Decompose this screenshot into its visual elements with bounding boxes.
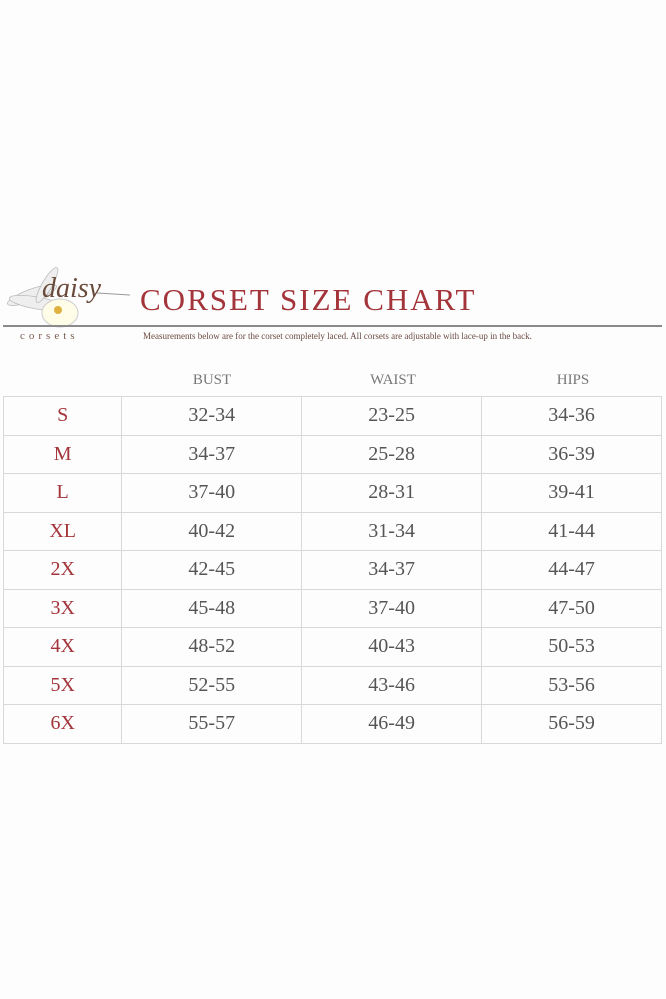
daisy-flower-logo-icon: daisy [7,267,131,328]
bust-cell: 37-40 [121,473,303,513]
size-cell: XL [2,511,123,551]
size-cell: 4X [2,627,123,667]
column-header-waist: WAIST [370,372,416,388]
waist-cell: 23-25 [301,396,483,436]
hips-cell: 53-56 [481,665,662,705]
size-cell: 3X [2,588,123,628]
hips-cell: 47-50 [481,588,662,628]
hips-cell: 36-39 [481,434,662,474]
size-table: S 32-34 23-25 34-36 M 34-37 25-28 36-39 L 37-40 28… [2,396,662,744]
bust-cell: 42-45 [121,550,303,590]
divider [3,325,662,327]
table-row: M 34-37 25-28 36-39 [2,434,662,474]
bust-cell: 52-55 [121,665,303,705]
waist-cell: 28-31 [301,473,483,513]
column-header-hips: HIPS [556,372,590,388]
table-row: S 32-34 23-25 34-36 [2,396,662,436]
waist-cell: 34-37 [301,550,483,590]
size-cell: M [2,434,123,474]
waist-cell: 37-40 [301,588,483,628]
waist-cell: 31-34 [301,511,483,551]
hips-cell: 44-47 [481,550,662,590]
hips-cell: 50-53 [481,627,662,667]
table-row: 3X 45-48 37-40 47-50 [2,588,662,628]
subtitle: Measurements below are for the corset co… [143,331,532,341]
bust-cell: 45-48 [121,588,303,628]
table-row: 6X 55-57 46-49 56-59 [2,704,662,744]
hips-cell: 41-44 [481,511,662,551]
waist-cell: 43-46 [301,665,483,705]
waist-cell: 25-28 [301,434,483,474]
logo-wordmark: corsets [20,330,79,342]
size-cell: L [2,473,123,513]
page-title: CORSET SIZE CHART [140,282,477,317]
bust-cell: 32-34 [121,396,303,436]
bust-cell: 55-57 [121,704,303,744]
bust-cell: 40-42 [121,511,303,551]
size-cell: 5X [2,665,123,705]
hips-cell: 34-36 [481,396,662,436]
column-header-bust: BUST [192,372,232,388]
waist-cell: 46-49 [301,704,483,744]
bust-cell: 48-52 [121,627,303,667]
table-row: 5X 52-55 43-46 53-56 [2,665,662,705]
table-row: 2X 42-45 34-37 44-47 [2,550,662,590]
hips-cell: 56-59 [481,704,662,744]
waist-cell: 40-43 [301,627,483,667]
bust-cell: 34-37 [121,434,303,474]
svg-text:daisy: daisy [42,273,102,304]
size-cell: S [2,396,123,436]
table-row: 4X 48-52 40-43 50-53 [2,627,662,667]
size-cell: 2X [2,550,123,590]
hips-cell: 39-41 [481,473,662,513]
table-row: XL 40-42 31-34 41-44 [2,511,662,551]
size-cell: 6X [2,704,123,744]
table-row: L 37-40 28-31 39-41 [2,473,662,513]
